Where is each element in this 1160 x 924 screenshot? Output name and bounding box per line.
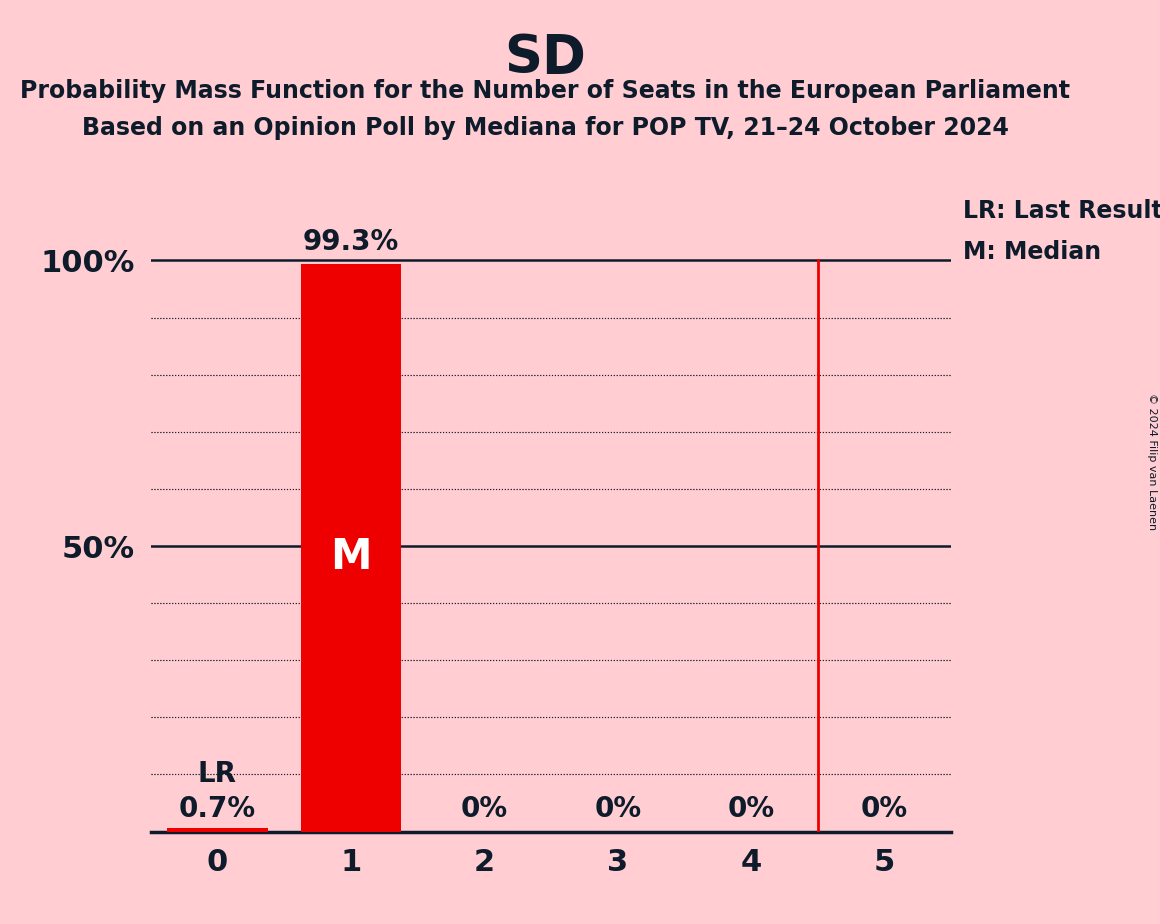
Bar <box>167 828 268 832</box>
Text: 0.7%: 0.7% <box>179 795 256 823</box>
Text: Based on an Opinion Poll by Mediana for POP TV, 21–24 October 2024: Based on an Opinion Poll by Mediana for … <box>81 116 1009 140</box>
Text: 0%: 0% <box>461 795 508 823</box>
Text: 0%: 0% <box>861 795 908 823</box>
Text: Probability Mass Function for the Number of Seats in the European Parliament: Probability Mass Function for the Number… <box>20 79 1071 103</box>
Text: SD: SD <box>505 32 586 84</box>
Text: 0%: 0% <box>594 795 641 823</box>
Text: LR: LR <box>198 760 237 788</box>
Text: M: M <box>331 537 371 578</box>
Text: LR: Last Result: LR: Last Result <box>963 199 1160 223</box>
Text: 0%: 0% <box>727 795 775 823</box>
Text: 99.3%: 99.3% <box>303 228 399 256</box>
Bar <box>300 264 401 832</box>
Text: © 2024 Filip van Laenen: © 2024 Filip van Laenen <box>1147 394 1157 530</box>
Text: M: Median: M: Median <box>963 240 1101 264</box>
